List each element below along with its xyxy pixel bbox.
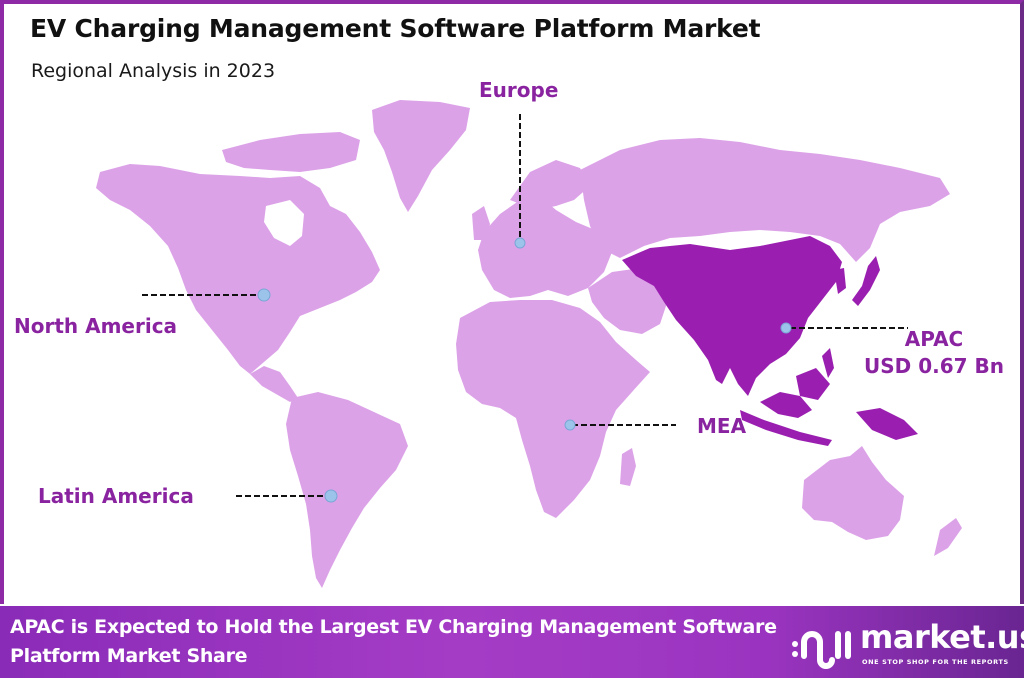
footer-banner: APAC is Expected to Hold the Largest EV … (0, 604, 1024, 678)
world-map (96, 100, 962, 588)
scandinavia-shape (510, 160, 590, 210)
highlighted-regions-apac (622, 236, 918, 446)
africa-shape (456, 300, 650, 518)
greenland-shape (372, 100, 470, 212)
hudson-bay-cut (264, 200, 304, 246)
madagascar-shape (620, 448, 636, 486)
label-north-america: North America (14, 314, 178, 338)
arctic-islands-shape (222, 132, 360, 172)
middle-east-shape (588, 268, 668, 334)
sumatra-java-shape (740, 410, 832, 446)
philippines-shape (822, 348, 834, 378)
brand-logo: market.us ONE STOP SHOP FOR THE REPORTS (790, 616, 1024, 672)
apac-marker (780, 322, 792, 334)
australia-shape (802, 446, 904, 540)
region-markers (257, 237, 792, 503)
label-europe: Europe (479, 78, 559, 102)
south-america-shape (286, 392, 408, 588)
latin-america-marker (324, 489, 338, 503)
default-regions (96, 100, 962, 588)
brand-name: market.us (860, 618, 1024, 656)
apac-region-name: APAC (904, 327, 964, 351)
label-apac: APAC USD 0.67 Bn (864, 326, 1004, 380)
label-latin-america: Latin America (38, 484, 194, 508)
leader-lines (142, 114, 908, 497)
uk-shape (472, 206, 490, 240)
footer-headline: APAC is Expected to Hold the Largest EV … (10, 616, 777, 667)
north-america-shape (96, 164, 380, 374)
north-america-marker (257, 288, 271, 302)
new-zealand-shape (934, 518, 962, 556)
europe-shape (478, 196, 612, 298)
indonesia-shape (760, 392, 812, 418)
page-title: EV Charging Management Software Platform… (30, 14, 761, 43)
europe-marker (514, 237, 526, 249)
page-subtitle: Regional Analysis in 2023 (31, 60, 276, 82)
brand-tagline: ONE STOP SHOP FOR THE REPORTS (862, 658, 1009, 666)
label-mea: MEA (697, 414, 747, 438)
market-us-logo-icon (792, 631, 851, 669)
mea-marker (564, 419, 576, 431)
korea-shape (834, 268, 846, 294)
central-america-shape (250, 366, 298, 402)
russia-shape (580, 138, 950, 262)
japan-shape (852, 256, 880, 306)
borneo-shape (796, 368, 830, 400)
apac-market-value: USD 0.67 Bn (864, 354, 1004, 378)
new-guinea-shape (856, 408, 918, 440)
apac-mainland-shape (622, 236, 842, 396)
